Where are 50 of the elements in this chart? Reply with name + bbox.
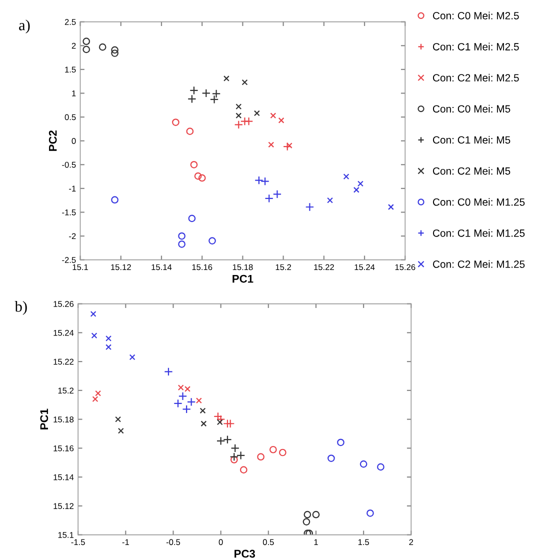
x-axis-title: PC3 [234, 550, 256, 558]
y-tick-label: -1 [69, 186, 76, 192]
y-tick-label: -0.5 [62, 162, 76, 168]
y-tick-label: 1.5 [65, 66, 76, 73]
y-tick-label: 15.12 [54, 503, 74, 510]
x-tick-label: 15.24 [354, 264, 375, 270]
legend-label: Con: C2 Mei: M1.25 [432, 260, 525, 268]
y-tick-label: -1.5 [62, 210, 76, 216]
y-tick-label: 15.14 [54, 474, 74, 480]
y-axis-title: PC1 [40, 408, 48, 430]
legend-label: Con: C0 Mei: M1.25 [432, 198, 525, 206]
x-tick-label: 15.26 [395, 264, 416, 270]
y-axis-title: PC2 [48, 130, 57, 151]
x-axis-title: PC1 [232, 274, 254, 283]
y-tick-label: 2 [72, 42, 76, 49]
chart-title: a) [19, 20, 30, 34]
legend-label: Con: C1 Mei: M1.25 [432, 229, 525, 237]
y-tick-label: 15.22 [54, 358, 74, 365]
x-tick-label: 2 [409, 539, 414, 546]
legend-label: Con: C1 Mei: M5 [432, 136, 510, 144]
x-tick-label: 0 [218, 539, 223, 546]
x-tick-label: -1 [122, 539, 129, 546]
x-tick-label: 15.22 [314, 264, 334, 270]
y-tick-label: 15.26 [54, 301, 74, 307]
chart-title: b) [14, 301, 27, 315]
x-tick-label: 15.18 [232, 264, 253, 270]
y-tick-label: -2.5 [62, 257, 76, 263]
x-tick-label: 15.12 [111, 264, 131, 270]
y-tick-label: 0 [72, 138, 76, 144]
x-tick-label: 15.2 [276, 264, 291, 270]
x-tick-label: 15.16 [192, 264, 212, 270]
y-tick-label: 1 [72, 90, 76, 96]
legend-label: Con: C0 Mei: M5 [432, 104, 510, 113]
y-tick-label: 15.1 [58, 532, 74, 538]
legend-label: Con: C2 Mei: M2.5 [432, 74, 519, 82]
y-tick-label: 15.16 [54, 445, 74, 452]
x-tick-label: 0.5 [262, 539, 274, 546]
y-tick-label: 2.5 [64, 19, 76, 25]
x-tick-label: 1.5 [358, 539, 369, 546]
y-tick-label: 15.24 [54, 330, 74, 336]
legend-label: Con: C0 Mei: M2.5 [432, 12, 519, 20]
y-tick-label: 15.18 [54, 416, 74, 422]
y-tick-label: -2 [69, 233, 76, 240]
x-tick-label: 1 [314, 539, 318, 546]
x-tick-label: -0.5 [166, 539, 180, 546]
legend-label: Con: C1 Mei: M2.5 [432, 42, 519, 50]
y-tick-label: 15.2 [58, 388, 74, 394]
x-tick-label: 15.14 [152, 264, 172, 270]
y-tick-label: 0.5 [64, 114, 76, 120]
legend-label: Con: C2 Mei: M5 [432, 167, 510, 175]
